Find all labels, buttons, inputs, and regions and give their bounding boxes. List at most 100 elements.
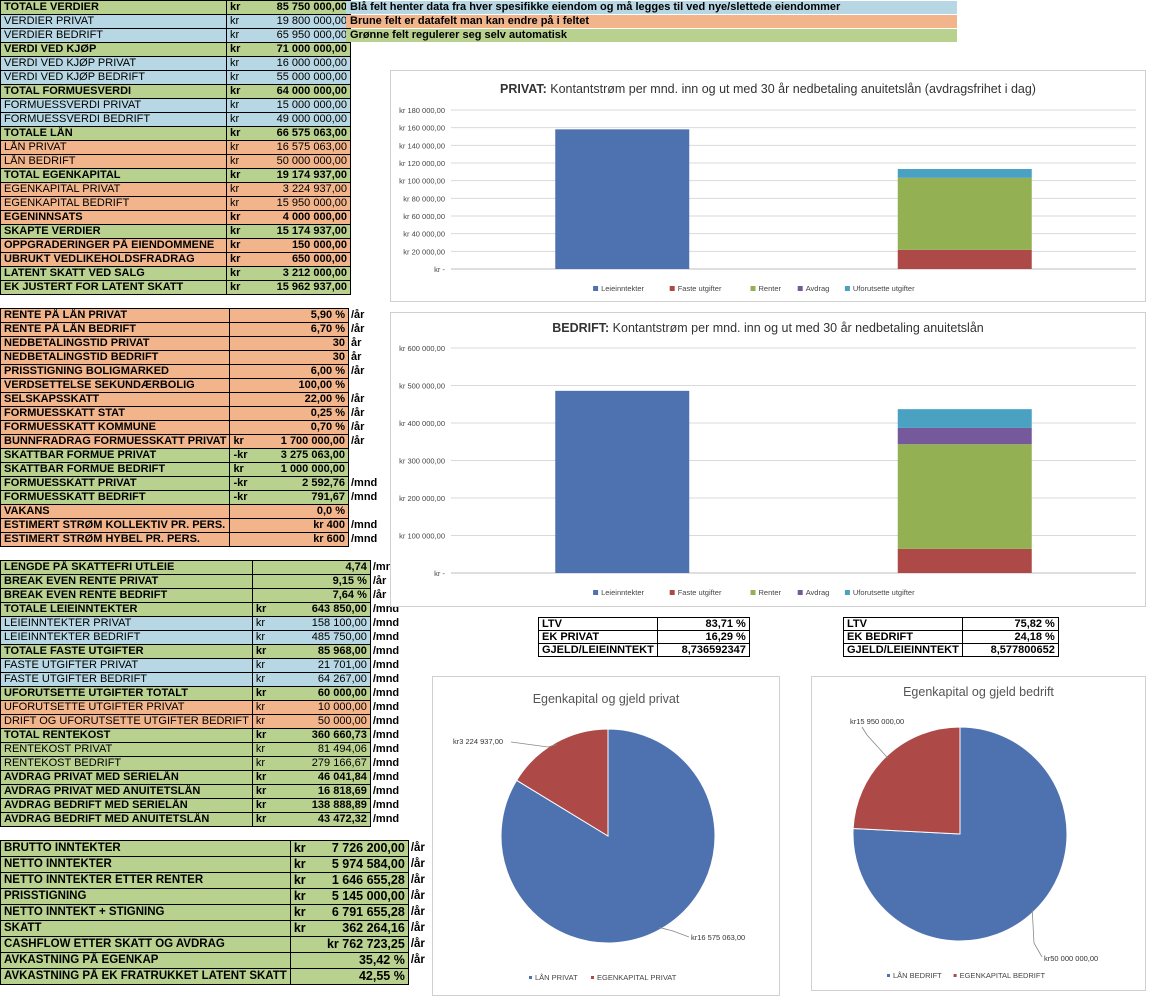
cell-value[interactable]: kr 64 000 000,00 bbox=[227, 85, 351, 99]
cell-label[interactable]: RENTE PÅ LÅN PRIVAT bbox=[1, 309, 230, 323]
chart-privat-cashflow[interactable]: PRIVAT: Kontantstrøm per mnd. inn og ut … bbox=[390, 70, 1146, 302]
ratio-label[interactable]: EK PRIVAT bbox=[539, 631, 658, 644]
cell-currency[interactable] bbox=[230, 519, 251, 533]
cell-label[interactable]: RENTE PÅ LÅN BEDRIFT bbox=[1, 323, 230, 337]
ratio-label[interactable]: GJELD/LEIEINNTEKT bbox=[844, 644, 963, 657]
cell-currency[interactable] bbox=[230, 407, 251, 421]
cell-label[interactable]: EGENKAPITAL BEDRIFT bbox=[1, 197, 227, 211]
cell-value[interactable]: kr 600 bbox=[251, 533, 349, 547]
cell-label[interactable]: FORMUESSVERDI PRIVAT bbox=[1, 99, 227, 113]
pie-slice-egenkapital-bedrift[interactable] bbox=[853, 727, 960, 834]
cell-value[interactable]: 100,00 % bbox=[251, 379, 349, 393]
cell-value[interactable]: kr 55 000 000,00 bbox=[227, 71, 351, 85]
cell-value[interactable]: 7 726 200,00 bbox=[320, 841, 408, 857]
cell-currency[interactable]: kr bbox=[252, 715, 272, 729]
ratio-label[interactable]: EK BEDRIFT bbox=[844, 631, 963, 644]
cell-currency[interactable]: kr bbox=[252, 813, 272, 827]
cell-label[interactable]: SKATTBAR FORMUE BEDRIFT bbox=[1, 463, 230, 477]
cell-currency[interactable]: kr bbox=[290, 905, 320, 921]
cell-value[interactable]: 1 646 655,28 bbox=[320, 873, 408, 889]
pie-legend-item-egenkapital-bedrift[interactable]: EGENKAPITAL BEDRIFT bbox=[960, 971, 1046, 980]
cell-label[interactable]: EGENKAPITAL PRIVAT bbox=[1, 183, 227, 197]
cell-value[interactable]: 4,74 bbox=[272, 561, 370, 575]
cell-currency[interactable] bbox=[230, 505, 251, 519]
cell-currency[interactable] bbox=[290, 969, 320, 985]
cell-label[interactable]: FASTE UTGIFTER PRIVAT bbox=[1, 659, 253, 673]
cell-value[interactable]: kr 4 000 000,00 bbox=[227, 211, 351, 225]
cell-label[interactable]: NETTO INNTEKTER ETTER RENTER bbox=[1, 873, 291, 889]
cell-currency[interactable] bbox=[230, 533, 251, 547]
cell-label[interactable]: VERDI VED KJØP BEDRIFT bbox=[1, 71, 227, 85]
cell-value[interactable]: 7,64 % bbox=[272, 589, 370, 603]
cell-currency[interactable] bbox=[230, 351, 251, 365]
cell-value[interactable]: 81 494,06 bbox=[272, 743, 370, 757]
cell-currency[interactable]: kr bbox=[290, 841, 320, 857]
cell-label[interactable]: EGENINNSATS bbox=[1, 211, 227, 225]
cell-currency[interactable] bbox=[290, 937, 320, 953]
bar-avdrag[interactable] bbox=[898, 428, 1032, 444]
cell-currency[interactable]: kr bbox=[290, 873, 320, 889]
ratio-value[interactable]: 83,71 % bbox=[657, 618, 749, 631]
cell-value[interactable]: 138 888,89 bbox=[272, 799, 370, 813]
cell-currency[interactable] bbox=[230, 421, 251, 435]
cell-value[interactable]: 1 000 000,00 bbox=[251, 463, 349, 477]
legend-item-uforutsette-utgifter[interactable]: Uforutsette utgifter bbox=[853, 588, 915, 597]
cell-value[interactable]: kr 15 962 937,00 bbox=[227, 281, 351, 295]
legend-item-avdrag[interactable]: Avdrag bbox=[806, 588, 830, 597]
cell-label[interactable]: FORMUESSKATT PRIVAT bbox=[1, 477, 230, 491]
chart-bedrift-cashflow[interactable]: BEDRIFT: Kontantstrøm per mnd. inn og ut… bbox=[390, 312, 1146, 607]
cell-label[interactable]: VERDIER PRIVAT bbox=[1, 15, 227, 29]
cell-currency[interactable]: kr bbox=[252, 603, 272, 617]
cell-label[interactable]: LATENT SKATT VED SALG bbox=[1, 267, 227, 281]
cell-label[interactable]: FORMUESSKATT KOMMUNE bbox=[1, 421, 230, 435]
cell-value[interactable]: 3 275 063,00 bbox=[251, 449, 349, 463]
cell-label[interactable]: LENGDE PÅ SKATTEFRI UTLEIE bbox=[1, 561, 253, 575]
cell-value[interactable]: 60 000,00 bbox=[272, 687, 370, 701]
cell-value[interactable]: 64 267,00 bbox=[272, 673, 370, 687]
cell-value[interactable]: 9,15 % bbox=[272, 575, 370, 589]
cell-currency[interactable]: kr bbox=[252, 617, 272, 631]
cell-value[interactable]: kr 85 750 000,00 bbox=[227, 1, 351, 15]
cell-value[interactable]: 5 145 000,00 bbox=[320, 889, 408, 905]
cell-label[interactable]: BREAK EVEN RENTE BEDRIFT bbox=[1, 589, 253, 603]
bar-uforutsette-utgifter[interactable] bbox=[898, 409, 1032, 428]
cell-label[interactable]: BUNNFRADRAG FORMUESSKATT PRIVAT bbox=[1, 435, 230, 449]
cell-currency[interactable] bbox=[230, 309, 251, 323]
cell-currency[interactable] bbox=[230, 337, 251, 351]
cell-label[interactable]: VERDI VED KJØP PRIVAT bbox=[1, 57, 227, 71]
legend-item-leieinntekter[interactable]: Leieinntekter bbox=[601, 284, 644, 293]
cell-value[interactable]: kr 71 000 000,00 bbox=[227, 43, 351, 57]
cell-value[interactable]: kr 65 950 000,00 bbox=[227, 29, 351, 43]
cell-label[interactable]: VERDSETTELSE SEKUNDÆRBOLIG bbox=[1, 379, 230, 393]
cell-value[interactable]: 485 750,00 bbox=[272, 631, 370, 645]
cell-value[interactable]: 0,25 % bbox=[251, 407, 349, 421]
cell-label[interactable]: FORMUESSVERDI BEDRIFT bbox=[1, 113, 227, 127]
cell-currency[interactable] bbox=[230, 393, 251, 407]
ratio-label[interactable]: LTV bbox=[844, 618, 963, 631]
cell-currency[interactable]: kr bbox=[252, 645, 272, 659]
cell-currency[interactable]: kr bbox=[252, 659, 272, 673]
cell-value[interactable]: 0,0 % bbox=[251, 505, 349, 519]
pie-legend-item-egenkapital-privat[interactable]: EGENKAPITAL PRIVAT bbox=[597, 973, 677, 982]
cell-label[interactable]: NEDBETALINGSTID BEDRIFT bbox=[1, 351, 230, 365]
cell-label[interactable]: PRISSTIGNING BOLIGMARKED bbox=[1, 365, 230, 379]
cell-label[interactable]: DRIFT OG UFORUTSETTE UTGIFTER BEDRIFT bbox=[1, 715, 253, 729]
cell-currency[interactable]: kr bbox=[252, 771, 272, 785]
cell-value[interactable]: 5,90 % bbox=[251, 309, 349, 323]
cell-value[interactable]: 279 166,67 bbox=[272, 757, 370, 771]
cell-currency[interactable] bbox=[252, 561, 272, 575]
cell-label[interactable]: TOTALE LEIEINNTEKTER bbox=[1, 603, 253, 617]
cell-value[interactable]: 30 bbox=[251, 351, 349, 365]
chart-pie-bedrift[interactable]: Egenkapital og gjeld bedrift kr50 000 000… bbox=[811, 676, 1146, 991]
cell-label[interactable]: AVKASTNING PÅ EK FRATRUKKET LATENT SKATT bbox=[1, 969, 291, 985]
ratio-label[interactable]: GJELD/LEIEINNTEKT bbox=[539, 644, 658, 657]
cell-value[interactable]: 2 592,76 bbox=[251, 477, 349, 491]
cell-value[interactable]: 46 041,84 bbox=[272, 771, 370, 785]
cell-label[interactable]: FORMUESSKATT BEDRIFT bbox=[1, 491, 230, 505]
cell-label[interactable]: AVDRAG PRIVAT MED ANUITETSLÅN bbox=[1, 785, 253, 799]
cell-label[interactable]: PRISSTIGNING bbox=[1, 889, 291, 905]
cell-label[interactable]: TOTALE LÅN bbox=[1, 127, 227, 141]
ratio-label[interactable]: LTV bbox=[539, 618, 658, 631]
legend-item-renter[interactable]: Renter bbox=[759, 284, 782, 293]
cell-value[interactable]: kr 650 000,00 bbox=[227, 253, 351, 267]
